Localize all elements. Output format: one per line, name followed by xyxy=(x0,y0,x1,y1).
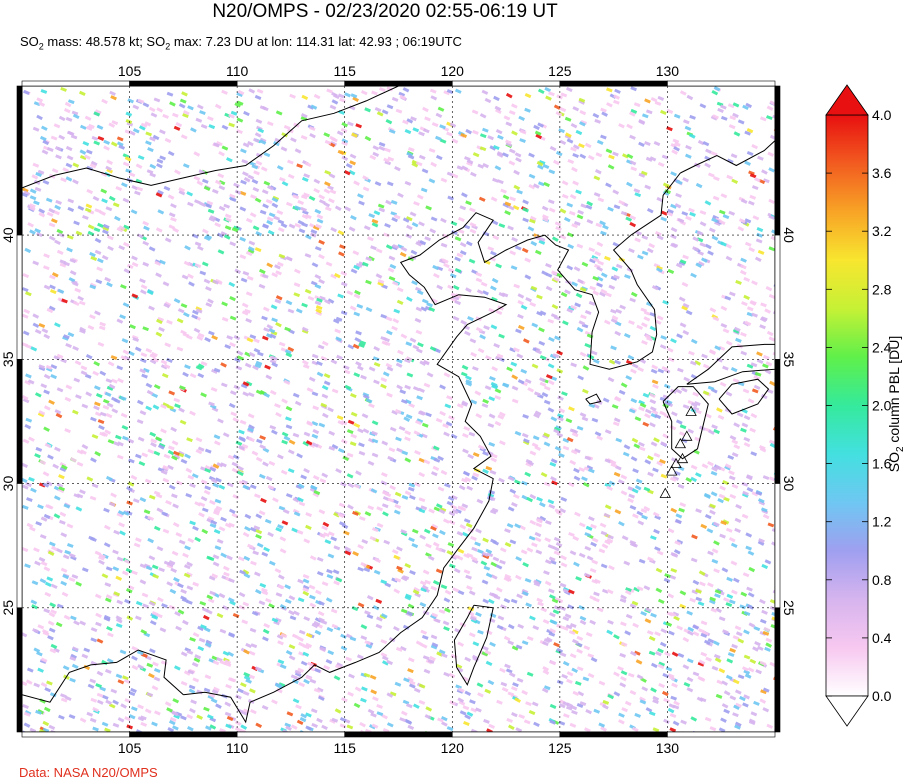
colorbar-tick-label: 2.4 xyxy=(872,339,892,355)
coastline xyxy=(183,212,545,724)
frame-bar-bottom xyxy=(21,731,130,738)
frame-bar-bottom xyxy=(344,731,453,738)
colorbar-tick-label: 1.6 xyxy=(872,456,892,472)
coastline xyxy=(680,139,775,174)
lon-tick-label-top: 115 xyxy=(334,63,357,79)
volcano-icon xyxy=(674,437,687,449)
frame-bar-top xyxy=(451,80,561,87)
frame-bar-top xyxy=(236,80,346,87)
frame-bar-top xyxy=(129,80,238,87)
colorbar-gradient xyxy=(825,114,869,697)
coastline xyxy=(22,649,184,703)
lat-tick-label-right: 25 xyxy=(781,600,797,616)
map-gridlines xyxy=(22,86,775,732)
colorbar: 4.0 3.6 3.2 2.8 2.4 2.0 1.6 1.2 0.8 0.4 0.0 xyxy=(825,84,892,727)
colorbar-tick-label: 3.6 xyxy=(872,165,892,181)
volcano-markers xyxy=(659,405,697,498)
coastline xyxy=(662,386,709,460)
colorbar-tick-label: 0.8 xyxy=(872,572,892,588)
frame-bar-left xyxy=(16,234,23,360)
lon-tick-label-bottom: 115 xyxy=(334,740,357,756)
colorbar-max-arrow xyxy=(825,84,869,116)
volcano-icon xyxy=(659,487,671,498)
colorbar-min-arrow xyxy=(825,695,869,727)
volcano-icon xyxy=(681,430,693,441)
data-credit: Data: NASA N20/OMPS xyxy=(19,765,158,780)
frame-bar-left xyxy=(16,359,23,484)
lat-tick-label-left: 30 xyxy=(0,476,16,492)
lon-tick-label-bottom: 130 xyxy=(656,740,680,756)
coastline xyxy=(453,604,494,686)
colorbar-tick-label: 0.0 xyxy=(872,688,892,704)
frame-bar-left xyxy=(16,85,23,236)
volcano-icon xyxy=(666,465,678,476)
lat-tick-label-left: 25 xyxy=(0,600,16,616)
frame-bar-right xyxy=(774,234,781,360)
frame-bar-top xyxy=(667,80,776,87)
coastline xyxy=(718,378,770,415)
volcano-icon xyxy=(685,405,697,416)
colorbar-label: SO2 column PBL [DU] xyxy=(886,335,906,473)
frame-bar-right xyxy=(774,483,781,609)
page-title: N20/OMPS - 02/23/2020 02:55-06:19 UT xyxy=(212,1,558,22)
colorbar-tick-label: 2.8 xyxy=(872,281,892,297)
colorbar-tick-label: 1.2 xyxy=(872,514,892,530)
frame-bar-bottom xyxy=(451,731,561,738)
coastline xyxy=(22,86,399,189)
lon-tick-label-bottom: 105 xyxy=(118,740,142,756)
volcano-icon xyxy=(670,457,682,469)
colorbar-tick-label: 2.0 xyxy=(872,398,892,414)
coastline xyxy=(585,393,602,405)
frame-bar-bottom xyxy=(667,731,776,738)
lon-tick-label-top: 120 xyxy=(441,63,465,79)
subtitle: SO2 mass: 48.578 kt; SO2 max: 7.23 DU at… xyxy=(20,34,462,52)
lon-tick-label-bottom: 125 xyxy=(548,740,572,756)
coastline xyxy=(544,172,681,370)
lon-tick-label-bottom: 110 xyxy=(226,740,249,756)
lon-tick-label-top: 125 xyxy=(548,63,572,79)
so2-pixel-field xyxy=(22,86,775,732)
coastline xyxy=(686,343,775,385)
frame-bar-bottom xyxy=(129,731,238,738)
frame-bar-bottom xyxy=(559,731,668,738)
frame-bar-top xyxy=(559,80,668,87)
volcano-icon xyxy=(676,452,689,464)
frame-bar-right xyxy=(774,359,781,484)
colorbar-tick-label: 4.0 xyxy=(872,107,892,123)
lat-tick-label-right: 30 xyxy=(781,476,797,492)
lon-tick-label-top: 105 xyxy=(118,63,142,79)
frame-bar-right xyxy=(774,85,781,236)
frame-bar-left xyxy=(16,483,23,609)
lon-tick-label-top: 130 xyxy=(656,63,680,79)
lat-tick-label-right: 40 xyxy=(781,227,797,243)
lon-tick-label-bottom: 120 xyxy=(441,740,465,756)
frame-bar-top xyxy=(21,80,130,87)
colorbar-tick-label: 0.4 xyxy=(872,630,892,646)
lon-tick-label-top: 110 xyxy=(226,63,249,79)
frame-bar-bottom xyxy=(236,731,346,738)
coastlines xyxy=(22,86,775,732)
axis-tick-labels: 105 105 110 110 115 115 120 120 125 125 130 130 40 40… xyxy=(0,63,797,756)
lat-tick-label-left: 35 xyxy=(0,351,16,367)
frame-bar-top xyxy=(344,80,453,87)
frame-bar-right xyxy=(774,607,781,733)
lat-tick-label-left: 40 xyxy=(0,227,16,243)
lat-tick-label-right: 35 xyxy=(781,352,797,368)
colorbar-tick-label: 3.2 xyxy=(872,223,892,239)
frame-bar-left xyxy=(16,607,23,733)
map-frame-bars xyxy=(16,80,781,738)
